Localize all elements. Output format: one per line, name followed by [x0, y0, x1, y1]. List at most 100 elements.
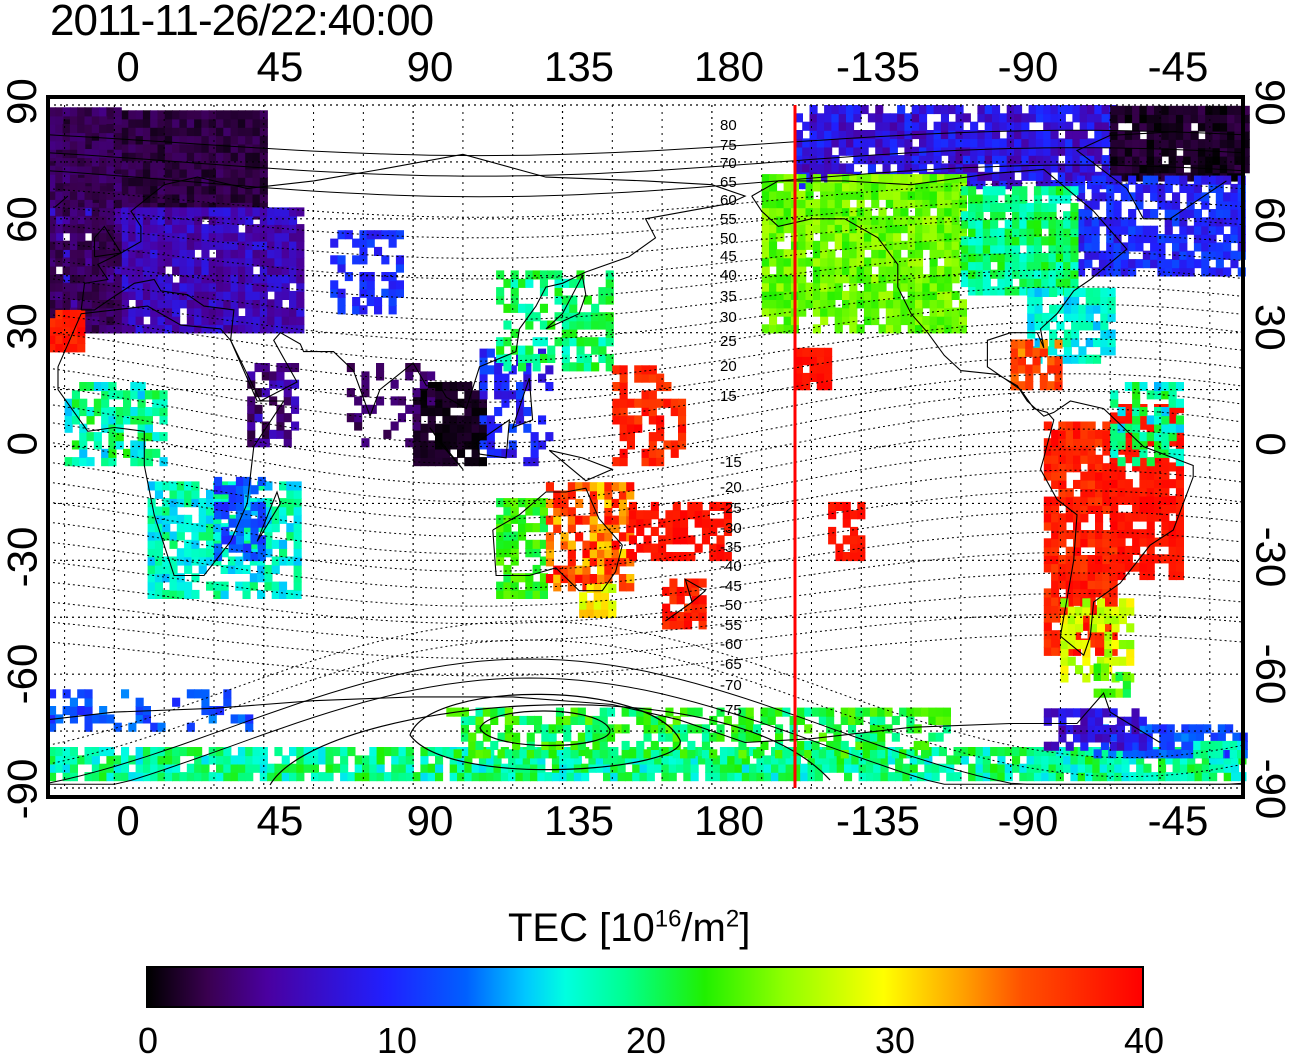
tec-cell — [276, 404, 285, 414]
tec-cell — [532, 548, 541, 558]
tec-cell — [824, 146, 833, 156]
tec-cell — [712, 755, 721, 765]
tec-cell — [77, 265, 86, 275]
tec-cell — [135, 207, 144, 217]
tec-cell — [539, 498, 548, 508]
tec-cell — [523, 365, 532, 375]
tec-cell — [610, 747, 619, 757]
tec-cell — [1100, 329, 1109, 339]
tec-cell — [997, 772, 1006, 782]
tec-cell — [142, 249, 151, 259]
tec-cell — [435, 772, 444, 782]
tec-cell — [589, 498, 598, 508]
tec-cell — [245, 747, 254, 757]
tec-cell — [617, 772, 626, 782]
tec-cell — [560, 532, 569, 542]
tec-cell — [1175, 479, 1184, 489]
tec-cell — [643, 510, 652, 520]
tec-cell — [842, 274, 851, 284]
tec-cell — [1106, 763, 1115, 773]
tec-cell — [1124, 445, 1133, 455]
tec-cell — [1079, 105, 1088, 115]
tec-cell — [388, 305, 397, 315]
tec-cell — [1050, 130, 1059, 140]
tec-cell — [420, 390, 429, 400]
tec-cell — [665, 518, 674, 528]
tec-cell — [191, 531, 200, 541]
tec-cell — [697, 755, 706, 765]
tec-cell — [1111, 606, 1120, 616]
tec-cell — [1087, 563, 1096, 573]
tec-cell — [1004, 772, 1013, 782]
tec-cell — [849, 324, 858, 334]
tec-cell — [442, 440, 451, 450]
tec-cell — [464, 390, 473, 400]
tec-cell — [1071, 287, 1080, 297]
tec-cell — [99, 174, 108, 184]
tec-cell — [99, 185, 108, 195]
tec-cell — [206, 489, 215, 499]
tec-cell — [882, 146, 891, 156]
tec-cell — [1085, 354, 1094, 364]
tec-cell — [69, 107, 78, 117]
tec-cell — [1100, 321, 1109, 331]
tec-cell — [150, 135, 159, 145]
tec-cell — [48, 224, 57, 234]
tec-cell — [478, 407, 487, 417]
tec-cell — [479, 357, 488, 367]
tec-cell — [1124, 520, 1133, 530]
tec-cell — [194, 118, 203, 128]
tec-cell — [1175, 462, 1184, 472]
tec-cell — [946, 755, 955, 765]
tec-cell — [548, 724, 557, 734]
tec-cell — [137, 432, 146, 442]
tec-cell — [62, 165, 71, 175]
tec-cell — [201, 135, 210, 145]
tec-cell — [1227, 164, 1236, 174]
tec-cell — [878, 324, 887, 334]
tec-cell — [157, 290, 166, 300]
tec-cell — [1027, 321, 1036, 331]
tec-cell — [48, 318, 57, 328]
tec-cell — [515, 755, 524, 765]
tec-cell — [849, 215, 858, 225]
tec-cell — [184, 498, 193, 508]
tec-cell — [680, 518, 689, 528]
tec-cell — [55, 282, 64, 292]
tec-cell — [545, 549, 554, 559]
tec-cell — [648, 365, 657, 375]
tec-cell — [763, 772, 772, 782]
tec-cell — [824, 163, 833, 173]
tec-cell — [69, 140, 78, 150]
tec-cell — [926, 146, 935, 156]
tec-cell — [1168, 448, 1177, 458]
tec-cell — [690, 755, 699, 765]
tec-cell — [293, 523, 302, 533]
tec-cell — [809, 372, 818, 382]
tec-cell — [1055, 186, 1064, 196]
tec-cell — [1063, 304, 1072, 314]
tec-cell — [1065, 488, 1074, 498]
tec-cell — [420, 423, 429, 433]
tec-cell — [907, 240, 916, 250]
tec-cell — [442, 448, 451, 458]
tec-cell — [1050, 146, 1059, 156]
tec-cell — [922, 232, 931, 242]
tec-cell — [1021, 171, 1030, 181]
tec-cell — [709, 518, 718, 528]
tec-cell — [650, 552, 659, 562]
tec-cell — [915, 265, 924, 275]
tec-cell — [457, 448, 466, 458]
tec-cell — [296, 290, 305, 300]
tec-cell — [216, 152, 225, 162]
tec-cell — [79, 440, 88, 450]
tec-cell — [522, 763, 531, 773]
tec-cell — [915, 224, 924, 234]
tec-cell — [1099, 772, 1108, 782]
tec-cell — [960, 211, 969, 221]
tec-cell — [1193, 225, 1202, 235]
tec-cell — [201, 240, 210, 250]
tec-cell — [577, 740, 586, 750]
tec-cell — [391, 772, 400, 782]
tec-cell — [1050, 105, 1059, 115]
